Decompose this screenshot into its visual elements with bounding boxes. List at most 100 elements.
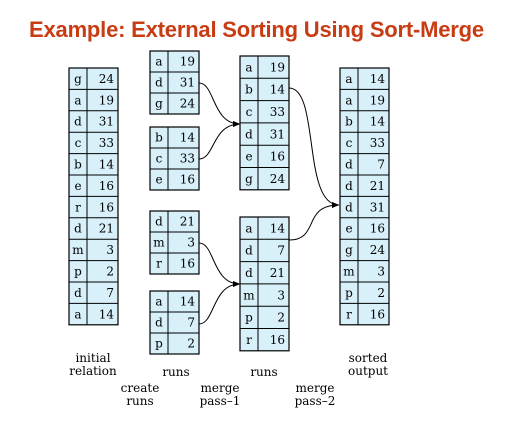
table-row: d 31 — [340, 195, 389, 214]
label-sorted-line1: sorted — [348, 351, 388, 365]
table-border — [149, 290, 200, 355]
record-key: p — [155, 337, 163, 351]
record-key: r — [246, 333, 252, 347]
arrow-run2-to-merged1 — [198, 121, 241, 160]
table-row: d 31 — [150, 71, 199, 90]
record-key: a — [155, 295, 162, 309]
table-row: r 16 — [150, 252, 199, 271]
slide-title: Example: External Sorting Using Sort-Mer… — [29, 17, 484, 42]
table-row: b 14 — [240, 77, 289, 97]
record-key: a — [245, 60, 252, 74]
record-value: 14 — [370, 72, 386, 86]
record-value: 16 — [370, 307, 385, 321]
record-key: c — [75, 136, 82, 150]
label-runs-2-text: runs — [250, 365, 278, 379]
record-value: 16 — [370, 222, 385, 236]
record-value: 21 — [370, 179, 385, 193]
record-key: r — [346, 307, 352, 321]
record-value: 21 — [180, 215, 195, 229]
table-background — [150, 211, 199, 274]
record-key: a — [345, 93, 352, 107]
table-run1: a 19 d 31 g 24 — [149, 50, 200, 115]
label-sorted-output: sorted output — [332, 352, 404, 378]
record-key: g — [345, 243, 353, 257]
record-key: d — [74, 222, 82, 236]
record-key: b — [345, 115, 353, 129]
table-row: c 33 — [150, 147, 199, 166]
record-value: 14 — [370, 115, 386, 129]
record-key: d — [345, 179, 353, 193]
record-value: 31 — [370, 200, 385, 214]
table-background — [150, 51, 199, 114]
table-row: d 31 — [69, 110, 118, 129]
record-key: e — [245, 150, 252, 164]
record-value: 24 — [370, 243, 386, 257]
record-key: g — [245, 172, 253, 186]
record-value: 2 — [377, 286, 385, 300]
record-value: 31 — [270, 127, 285, 141]
table-row: b 14 — [69, 153, 118, 172]
record-value: 3 — [106, 243, 114, 257]
record-key: r — [156, 257, 162, 271]
record-key: d — [345, 158, 353, 172]
record-value: 33 — [370, 136, 385, 150]
label-initial-line2: relation — [69, 364, 117, 378]
record-value: 2 — [187, 337, 195, 351]
record-key: b — [245, 83, 253, 97]
record-value: 21 — [99, 222, 114, 236]
record-key: d — [245, 127, 253, 141]
record-key: m — [153, 236, 165, 250]
table-initial-relation: g 24a 19d 31c 33b 14e 16r 16d 21m 3p 2d 7a 14 — [68, 67, 119, 326]
record-value: 2 — [277, 311, 285, 325]
record-value: 19 — [180, 55, 195, 69]
record-value: 16 — [270, 333, 285, 347]
record-key: g — [155, 97, 163, 111]
label-runs-1-text: runs — [162, 365, 190, 379]
table-row: r 16 — [240, 328, 289, 347]
table-run3: d 21 m 3 r 16 — [149, 210, 200, 275]
record-value: 3 — [277, 288, 285, 302]
label-sorted-line2: output — [347, 364, 388, 378]
record-key: a — [345, 72, 352, 86]
table-row: d 21 — [155, 215, 195, 229]
record-value: 31 — [180, 76, 195, 90]
record-key: d — [245, 266, 253, 280]
record-key: d — [345, 200, 353, 214]
table-row: a 14 — [69, 302, 118, 321]
table-row: d 21 — [69, 217, 118, 236]
record-value: 2 — [106, 265, 114, 279]
arrow-run4-to-merged2 — [198, 281, 241, 325]
record-key: e — [155, 173, 162, 187]
table-row: e 16 — [150, 168, 199, 187]
record-value: 19 — [370, 93, 385, 107]
table-row: g 24 — [340, 238, 389, 257]
record-key: c — [346, 136, 353, 150]
label-pass1-line1: merge — [200, 381, 240, 395]
table-row: a 14 — [155, 295, 195, 309]
table-row: a 19 — [69, 88, 118, 107]
record-key: c — [246, 105, 253, 119]
arrow-merged1-to-output — [288, 87, 340, 208]
record-value: 7 — [106, 286, 114, 300]
label-merge-pass-1: merge pass–1 — [190, 382, 250, 408]
label-create-line2: runs — [126, 394, 154, 408]
label-runs-1: runs — [151, 366, 201, 379]
table-border — [68, 67, 119, 326]
record-value: 3 — [377, 265, 385, 279]
table-row: a 19 — [155, 55, 195, 69]
record-key: a — [74, 307, 81, 321]
record-key: b — [74, 158, 82, 172]
record-key: d — [155, 316, 163, 330]
record-key: e — [345, 222, 352, 236]
record-key: d — [74, 286, 82, 300]
record-key: a — [74, 93, 81, 107]
label-runs-2: runs — [239, 366, 289, 379]
table-row: d 31 — [240, 122, 289, 141]
